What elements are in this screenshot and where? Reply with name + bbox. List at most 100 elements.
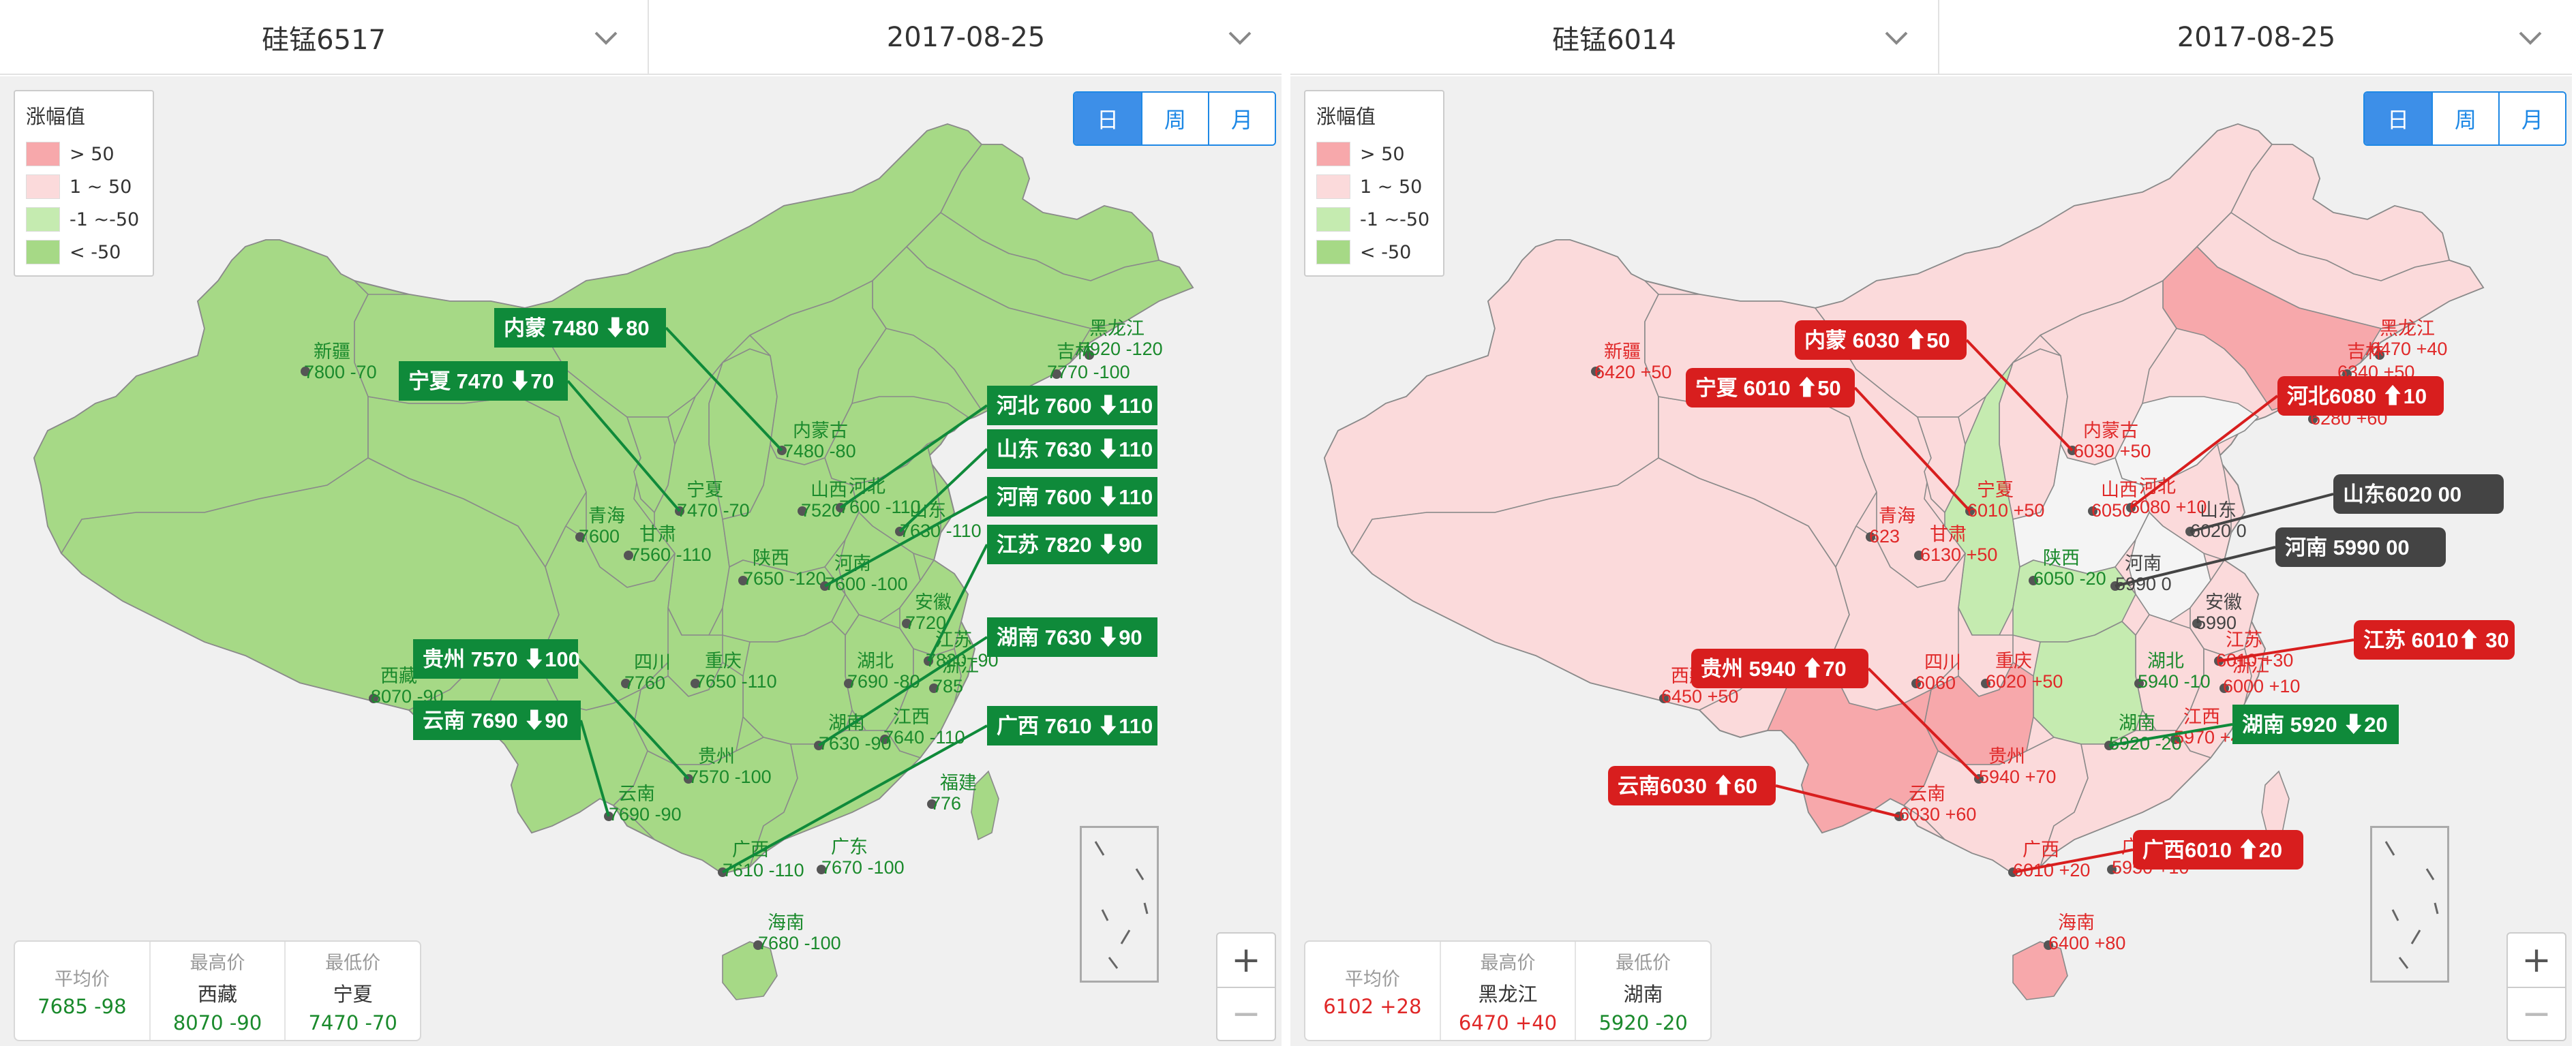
legend-label: 1 ~ 50 — [1360, 176, 1423, 198]
province-name: 新疆 — [314, 341, 350, 362]
province-name: 黑龙江 — [1089, 318, 1145, 339]
legend-item: -1 ~-50 — [26, 203, 142, 236]
date-select[interactable]: 2017-08-25 — [1941, 0, 2572, 75]
callout-box[interactable] — [413, 701, 581, 740]
callout-label: 河北 7600 ⬇110 — [997, 394, 1153, 418]
period-button[interactable]: 周 — [1141, 93, 1208, 144]
province-dot — [2170, 735, 2180, 744]
province-price: 6400 +80 — [2048, 933, 2125, 953]
zoom-in-button[interactable]: + — [2521, 940, 2551, 981]
map-area[interactable]: 新疆 7800 -70 内蒙古 7480 -80 黑龙江 7920 -120 吉林 7770 … — [0, 76, 1282, 1046]
date-select[interactable]: 2017-08-25 — [650, 0, 1282, 75]
province-dot — [2192, 619, 2202, 628]
province-price: 7610 -110 — [723, 860, 804, 880]
taiwan-region[interactable] — [971, 770, 999, 841]
map-area[interactable]: 新疆 6420 +50 内蒙古 6030 +50 黑龙江 6470 +40 吉林 6340 +… — [1290, 76, 2572, 1046]
province-price: 6450 +50 — [1661, 686, 1738, 707]
callout-box[interactable] — [987, 386, 1157, 425]
province-name: 海南 — [768, 912, 804, 933]
province-dot — [2029, 576, 2038, 585]
province-dot — [2375, 350, 2384, 360]
callout-box[interactable] — [399, 361, 568, 401]
callout-box[interactable] — [987, 617, 1157, 657]
province-price: 7600 — [579, 526, 620, 547]
callout-box[interactable] — [2277, 376, 2444, 416]
summary-value: 5920 -20 — [1598, 1011, 1688, 1034]
chevron-down-icon — [1228, 31, 1252, 45]
summary-region: 湖南 — [1623, 982, 1663, 1006]
province-region[interactable] — [2033, 621, 2143, 745]
province-price: 6020 +50 — [1986, 671, 2063, 692]
province-price: 7670 -100 — [821, 857, 905, 878]
callout-label: 河南 7600 ⬇110 — [997, 485, 1153, 509]
south-china-sea-inset — [2370, 826, 2449, 983]
period-toggle: 日周月 — [2363, 91, 2566, 146]
legend-swatch — [1316, 174, 1350, 199]
province-price: 785 — [933, 676, 963, 696]
callout-leader — [1775, 784, 1900, 818]
summary-cell: 最低价 湖南 5920 -20 — [1575, 942, 1710, 1040]
callout-box[interactable] — [987, 706, 1157, 745]
taiwan-region[interactable] — [2261, 770, 2290, 841]
callout-box[interactable] — [2133, 830, 2303, 870]
callout-label: 湖南 5920 ⬇20 — [2242, 713, 2388, 737]
province-region[interactable] — [742, 621, 853, 745]
province-region[interactable] — [2012, 941, 2068, 1000]
period-button[interactable]: 周 — [2431, 93, 2498, 144]
legend-swatch — [26, 142, 60, 166]
callout-box[interactable] — [494, 308, 666, 348]
product-select-value: 硅锰6517 — [262, 25, 386, 56]
period-button[interactable]: 月 — [1208, 93, 1275, 144]
province-price: 7560 -110 — [630, 544, 712, 565]
province-name: 湖北 — [857, 651, 894, 671]
province-region[interactable] — [2040, 730, 2211, 867]
province-name: 安徽 — [915, 592, 952, 613]
callout-box[interactable] — [2232, 705, 2399, 744]
province-price: 6470 +40 — [2370, 339, 2447, 359]
callout-label: 湖南 7630 ⬇90 — [997, 626, 1142, 649]
legend-item: -1 ~-50 — [1316, 203, 1432, 236]
province-price: 6050 -20 — [2033, 568, 2106, 589]
callout-box[interactable] — [1795, 320, 1967, 360]
zoom-out-button[interactable]: − — [1217, 987, 1275, 1040]
period-button[interactable]: 月 — [2498, 93, 2565, 144]
product-select[interactable]: 硅锰6517 — [0, 0, 649, 75]
product-select[interactable]: 硅锰6014 — [1290, 0, 1939, 75]
province-name: 山西 — [2101, 480, 2138, 500]
province-name: 内蒙古 — [793, 420, 848, 441]
period-button[interactable]: 日 — [1074, 93, 1141, 144]
province-region[interactable] — [1767, 662, 1939, 833]
province-region[interactable] — [722, 941, 778, 1000]
province-dot — [753, 940, 763, 950]
province-dot — [621, 679, 631, 688]
zoom-out-button[interactable]: − — [2508, 987, 2565, 1040]
summary-region: 黑龙江 — [1478, 982, 1538, 1006]
callout-box[interactable] — [987, 525, 1157, 564]
callout-box[interactable] — [987, 429, 1157, 469]
province-name: 江苏 — [2226, 630, 2262, 650]
period-button[interactable]: 日 — [2365, 93, 2431, 144]
province-name: 海南 — [2058, 912, 2095, 933]
province-dot — [880, 735, 890, 744]
summary-value: 7685 -98 — [37, 994, 127, 1018]
callout-box[interactable] — [2354, 620, 2515, 660]
callout-box[interactable] — [1608, 766, 1776, 805]
callout-label: 河北6080 ⬆10 — [2287, 384, 2427, 408]
zoom-in-button[interactable]: + — [1231, 940, 1261, 981]
province-dot — [1981, 679, 1990, 688]
callout-box[interactable] — [1686, 368, 1855, 407]
zoom-control: + − — [2506, 932, 2566, 1041]
summary-cell: 最高价 黑龙江 6470 +40 — [1439, 942, 1575, 1040]
callout-box[interactable] — [2275, 527, 2446, 567]
summary-value: 6470 +40 — [1458, 1011, 1558, 1034]
province-dot — [798, 506, 807, 516]
callout-box[interactable] — [413, 639, 578, 679]
province-price: 7720 — [905, 613, 946, 633]
callout-box[interactable] — [2333, 474, 2504, 514]
summary-value: 8070 -90 — [172, 1011, 262, 1034]
callout-box[interactable] — [1691, 649, 1868, 688]
province-price: 7650 -110 — [695, 671, 777, 692]
callout-box[interactable] — [987, 477, 1157, 517]
